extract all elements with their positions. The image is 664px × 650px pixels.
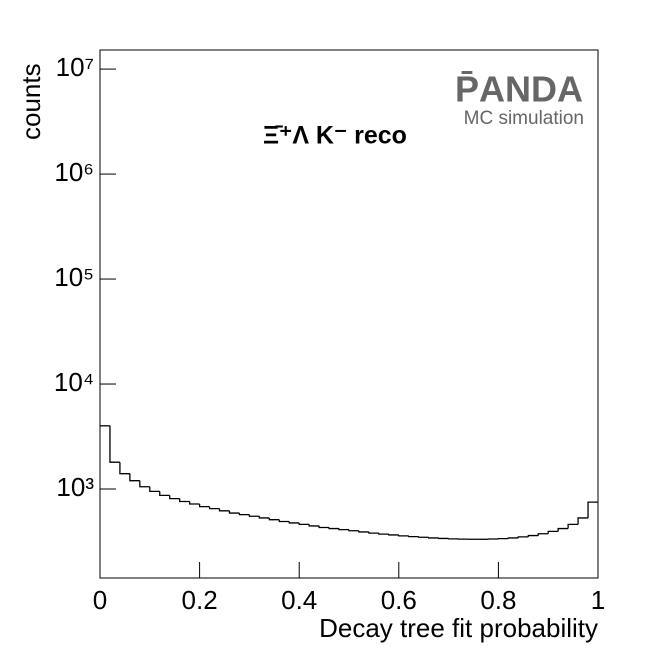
histogram-bin (338, 528, 349, 531)
histogram-bin (129, 473, 140, 482)
histogram-bin (268, 517, 280, 521)
x-axis-label: Decay tree fit probability (319, 613, 598, 643)
histogram-bin (228, 510, 240, 514)
histogram-bin (547, 530, 559, 534)
y-tick-label: 10⁴ (54, 367, 94, 397)
histogram-bin (169, 495, 180, 500)
x-tick-label: 0.4 (281, 585, 317, 615)
histogram-bin (218, 508, 230, 512)
y-tick-label: 10⁶ (54, 157, 94, 187)
histogram-bin (208, 506, 220, 510)
histogram-bin (527, 534, 539, 537)
histogram-bin (288, 521, 300, 524)
histogram-bin (318, 525, 330, 529)
histogram-bin (587, 501, 598, 518)
y-tick-label: 10³ (56, 472, 94, 502)
histogram-bin (328, 527, 340, 530)
histogram-bin (258, 516, 270, 519)
histogram-bin (348, 529, 359, 532)
histogram-bin (308, 524, 320, 527)
x-tick-label: 1 (591, 585, 605, 615)
histogram-bin (188, 501, 200, 505)
histogram-bin (179, 498, 190, 503)
histogram-bin (577, 517, 589, 525)
histogram-bin (298, 522, 310, 526)
histogram-bin (517, 536, 529, 538)
histogram-bin (408, 535, 419, 538)
histogram-bin (557, 527, 569, 532)
histogram-bin (159, 491, 170, 497)
histogram-bin (109, 425, 120, 463)
plot-frame (99, 49, 599, 579)
histogram-bin (139, 480, 150, 488)
histogram-bin (428, 537, 439, 539)
histogram-bin (567, 523, 579, 529)
histogram-bin (278, 519, 290, 523)
histogram-bin (507, 537, 519, 539)
x-tick-label: 0.8 (480, 585, 516, 615)
histogram-bin (398, 534, 409, 537)
histogram-bin (418, 536, 429, 538)
histogram-bin (368, 531, 379, 534)
histogram-bin (537, 533, 549, 536)
histogram-bin (248, 514, 260, 517)
logo: P̄ANDA (455, 69, 583, 110)
histogram-bin (238, 513, 250, 516)
histogram-bin (378, 533, 389, 535)
x-tick-label: 0.2 (182, 585, 218, 615)
histogram-bin (358, 530, 369, 533)
chart-title: Ξ̄⁺Λ K⁻ reco (263, 122, 407, 150)
histogram-bin (149, 486, 160, 492)
histogram-bin (198, 503, 210, 508)
y-tick-label: 10⁷ (56, 52, 94, 82)
x-tick-label: 0 (93, 585, 107, 615)
histogram-bin (437, 537, 449, 540)
x-tick-label: 0.6 (381, 585, 417, 615)
histogram-bin (388, 534, 399, 536)
annotation: MC simulation (464, 108, 584, 129)
histogram-bin (119, 462, 130, 475)
y-tick-label: 10⁵ (54, 262, 94, 292)
y-axis-label: counts (16, 63, 46, 140)
